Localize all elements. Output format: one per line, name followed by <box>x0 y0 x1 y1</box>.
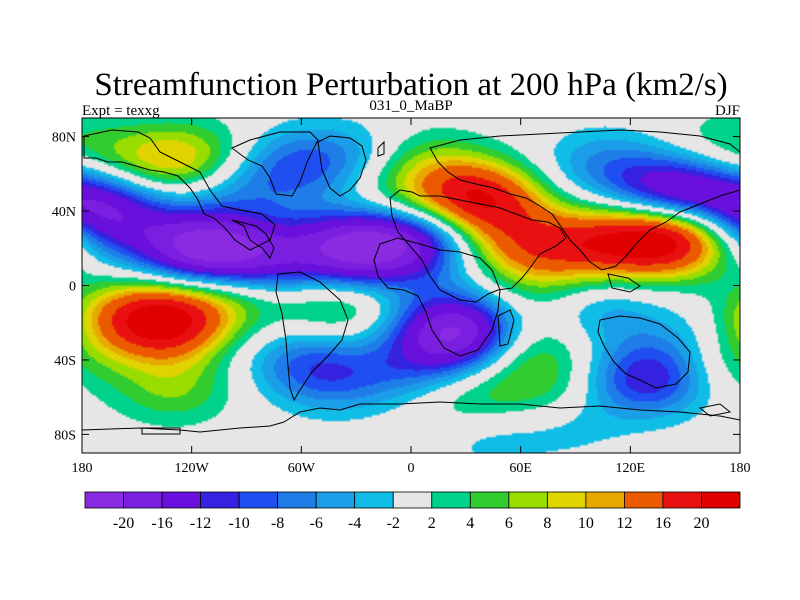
colorbar-swatch <box>624 491 664 509</box>
colorbar-label: -12 <box>190 515 211 532</box>
colorbar-label: 12 <box>616 515 632 532</box>
colorbar-swatch <box>546 491 587 509</box>
colorbar-label: 16 <box>655 515 671 532</box>
chart-title: Streamfunction Perturbation at 200 hPa (… <box>94 67 727 103</box>
colorbar-swatch <box>354 491 394 509</box>
y-tick-label: 80N <box>52 131 76 146</box>
colorbar-swatch <box>508 491 548 509</box>
colorbar-label: -20 <box>113 515 134 532</box>
colorbar-label: 20 <box>693 515 709 532</box>
subtitle-center: 031_0_MaBP <box>369 98 452 114</box>
y-tick-label: 40N <box>52 205 76 220</box>
map-panel <box>82 118 740 453</box>
streamfunction-field <box>82 118 740 453</box>
x-tick-label: 180 <box>72 461 93 476</box>
colorbar-swatch <box>161 491 201 509</box>
colorbar-label: 4 <box>466 515 474 532</box>
continent-outlines <box>82 129 740 453</box>
y-tick-label: 40S <box>54 354 76 369</box>
colorbar-label: -16 <box>151 515 172 532</box>
x-tick-label: 60E <box>509 461 532 476</box>
x-tick-label: 120E <box>616 461 646 476</box>
colorbar-label: 6 <box>505 515 513 532</box>
colorbar-swatch <box>431 491 471 509</box>
colorbar-label: 8 <box>543 515 551 532</box>
y-tick-label: 80S <box>54 428 76 443</box>
colorbar-swatch <box>392 491 433 509</box>
colorbar-label: 10 <box>578 515 594 532</box>
colorbar-label: -8 <box>271 515 284 532</box>
colorbar-swatch <box>701 491 741 509</box>
x-tick-label: 180 <box>730 461 751 476</box>
colorbar-swatch <box>84 491 124 509</box>
colorbar-label: -10 <box>228 515 249 532</box>
colorbar-swatch <box>662 491 702 509</box>
colorbar-swatch <box>277 491 317 509</box>
y-tick-label: 0 <box>69 280 76 295</box>
colorbar: -20 -16 -12 -10 -8 -6 -4 -2 2 4 6 8 10 12 16 20 <box>84 491 741 532</box>
colorbar-label: -4 <box>348 515 361 532</box>
subtitle-left: Expt = texxg <box>82 103 160 119</box>
colorbar-swatch <box>315 491 356 509</box>
colorbar-label: 2 <box>428 515 436 532</box>
colorbar-label: -2 <box>387 515 400 532</box>
x-tick-label: 120W <box>175 461 210 476</box>
x-tick-label: 0 <box>408 461 415 476</box>
colorbar-swatch <box>238 491 279 509</box>
x-tick-label: 60W <box>288 461 316 476</box>
axis-ticks: 180 120W 60W 0 60E 120E 180 80N 40N 0 40S 80S <box>52 118 751 476</box>
subtitle-right: DJF <box>715 103 740 119</box>
colorbar-label: -6 <box>310 515 323 532</box>
colorbar-swatch <box>200 491 240 509</box>
colorbar-swatch <box>585 491 625 509</box>
colorbar-swatch <box>469 491 510 509</box>
colorbar-swatch <box>123 491 163 509</box>
